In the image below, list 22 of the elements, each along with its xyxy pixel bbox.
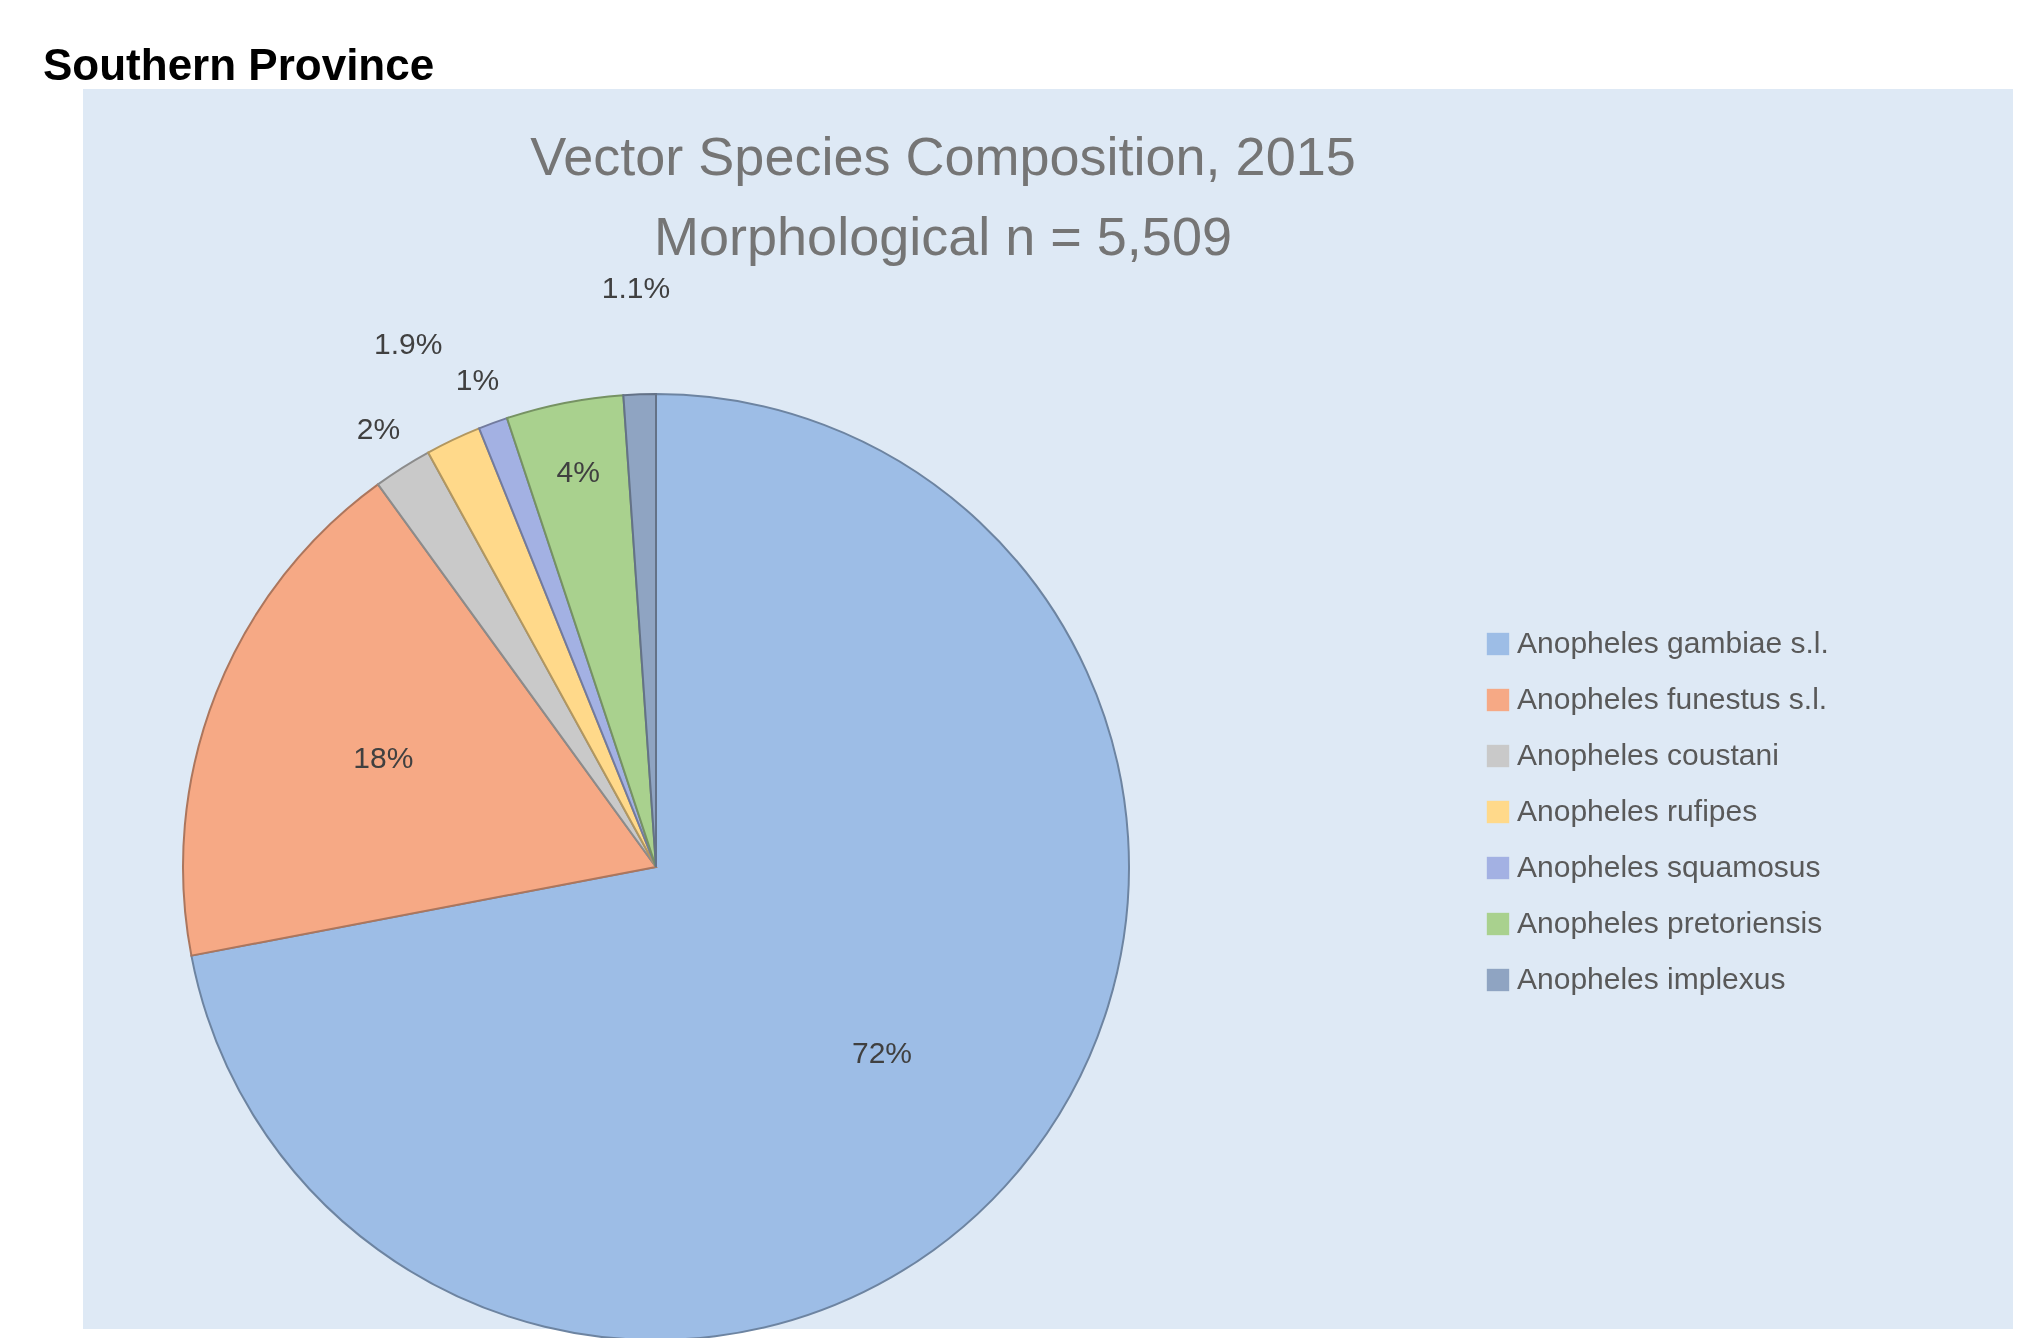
legend-label: Anopheles gambiae s.l. [1517,626,1829,659]
legend-label: Anopheles implexus [1517,962,1786,995]
legend-label: Anopheles coustani [1517,738,1779,771]
data-label: 72% [851,1035,912,1069]
legend-label: Anopheles squamosus [1517,850,1821,883]
data-label: 18% [353,741,414,775]
chart-title: Vector Species Composition, 2015 [530,126,1356,186]
legend-label: Anopheles pretoriensis [1517,906,1823,939]
data-label: 2% [356,411,401,445]
text: Southern Province [43,40,435,89]
data-label: 1% [455,362,500,396]
data-label: 1.9% [374,326,443,360]
data-label: 1.1% [601,271,671,305]
pie-slice [506,394,657,868]
data-label: 4% [556,454,600,488]
pie-slice [622,393,657,868]
legend-label: Anopheles rufipes [1517,794,1758,827]
chart-subtitle: Morphological n = 5,509 [654,206,1232,266]
legend-label: Anopheles funestus s.l. [1517,682,1828,715]
pie-slice [427,427,657,868]
pie-slice [182,483,657,957]
pie-slice [190,393,1130,1338]
